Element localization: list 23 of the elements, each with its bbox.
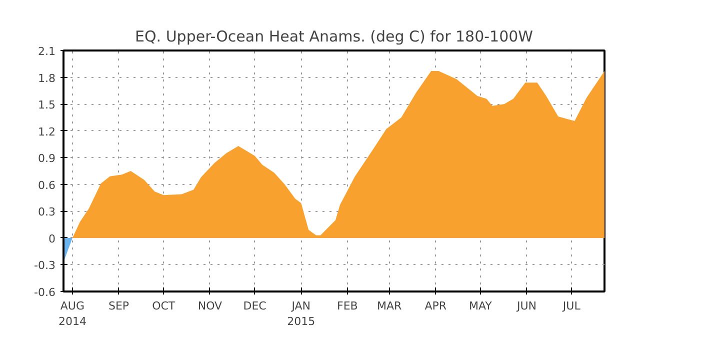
y-tick-label: 1.8 xyxy=(38,72,56,85)
x-tick-label: OCT xyxy=(152,300,176,312)
x-tick-label: JUN xyxy=(516,300,537,312)
y-tick-label: 0.3 xyxy=(38,206,56,219)
x-tick-label: MAY xyxy=(469,300,492,312)
x-tick-label: SEP xyxy=(108,300,130,312)
y-tick-label: 2.1 xyxy=(38,45,56,58)
x-tick-label: DEC xyxy=(243,300,267,312)
x-tick-label: AUG 2014 xyxy=(58,300,86,328)
y-tick-label: -0.6 xyxy=(34,286,56,299)
x-tick-label: MAR xyxy=(376,300,402,312)
y-tick-label: 1.2 xyxy=(38,125,56,138)
x-tick-label: JUL xyxy=(562,300,582,312)
x-tick-label: NOV xyxy=(198,300,223,312)
y-tick-label: 0.9 xyxy=(38,152,56,166)
y-tick-label: -0.3 xyxy=(34,259,56,272)
x-tick-label: FEB xyxy=(337,300,358,312)
y-tick-label: 1.5 xyxy=(38,98,56,112)
chart-title: EQ. Upper-Ocean Heat Anams. (deg C) for 180-100W xyxy=(134,28,534,46)
y-tick-label: 0 xyxy=(48,232,56,246)
y-tick-label: 0.6 xyxy=(38,178,56,192)
x-tick-label: APR xyxy=(424,300,447,312)
x-tick-label: JAN 2015 xyxy=(287,300,316,328)
